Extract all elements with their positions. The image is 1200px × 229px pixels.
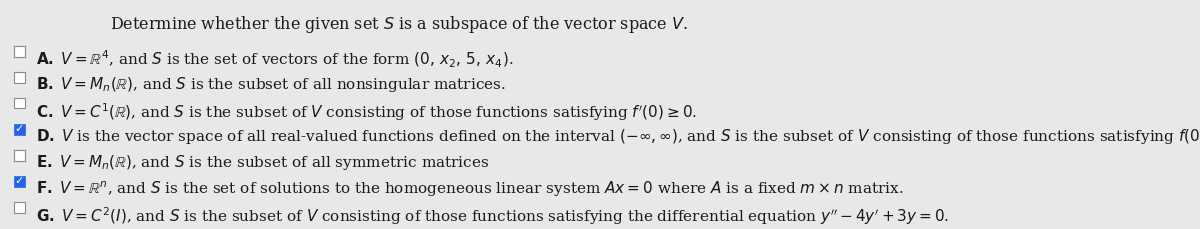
Text: ✓: ✓ xyxy=(14,124,24,134)
FancyBboxPatch shape xyxy=(14,71,25,82)
FancyBboxPatch shape xyxy=(14,202,25,213)
Text: $\mathbf{E.}\; V = M_n(\mathbb{R})$, and $S$ is the subset of all symmetric matr: $\mathbf{E.}\; V = M_n(\mathbb{R})$, and… xyxy=(36,153,490,172)
Text: ✓: ✓ xyxy=(14,176,24,186)
FancyBboxPatch shape xyxy=(14,46,25,57)
Text: $\mathbf{D.}\; V$ is the vector space of all real-valued functions defined on th: $\mathbf{D.}\; V$ is the vector space of… xyxy=(36,127,1200,146)
Text: Determine whether the given set $S$ is a subspace of the vector space $V$.: Determine whether the given set $S$ is a… xyxy=(110,14,688,35)
FancyBboxPatch shape xyxy=(14,98,25,109)
FancyBboxPatch shape xyxy=(14,150,25,161)
Text: $\mathbf{C.}\; V = C^1(\mathbb{R})$, and $S$ is the subset of $V$ consisting of : $\mathbf{C.}\; V = C^1(\mathbb{R})$, and… xyxy=(36,101,697,123)
FancyBboxPatch shape xyxy=(14,175,25,186)
Text: $\mathbf{B.}\; V = M_n(\mathbb{R})$, and $S$ is the subset of all nonsingular ma: $\mathbf{B.}\; V = M_n(\mathbb{R})$, and… xyxy=(36,75,505,94)
Text: $\mathbf{A.}\; V = \mathbb{R}^4$, and $S$ is the set of vectors of the form $(0,: $\mathbf{A.}\; V = \mathbb{R}^4$, and $S… xyxy=(36,49,514,70)
Text: $\mathbf{F.}\; V = \mathbb{R}^n$, and $S$ is the set of solutions to the homogen: $\mathbf{F.}\; V = \mathbb{R}^n$, and $S… xyxy=(36,179,904,199)
FancyBboxPatch shape xyxy=(14,123,25,134)
Text: $\mathbf{G.}\; V = C^2(I)$, and $S$ is the subset of $V$ consisting of those fun: $\mathbf{G.}\; V = C^2(I)$, and $S$ is t… xyxy=(36,205,949,227)
